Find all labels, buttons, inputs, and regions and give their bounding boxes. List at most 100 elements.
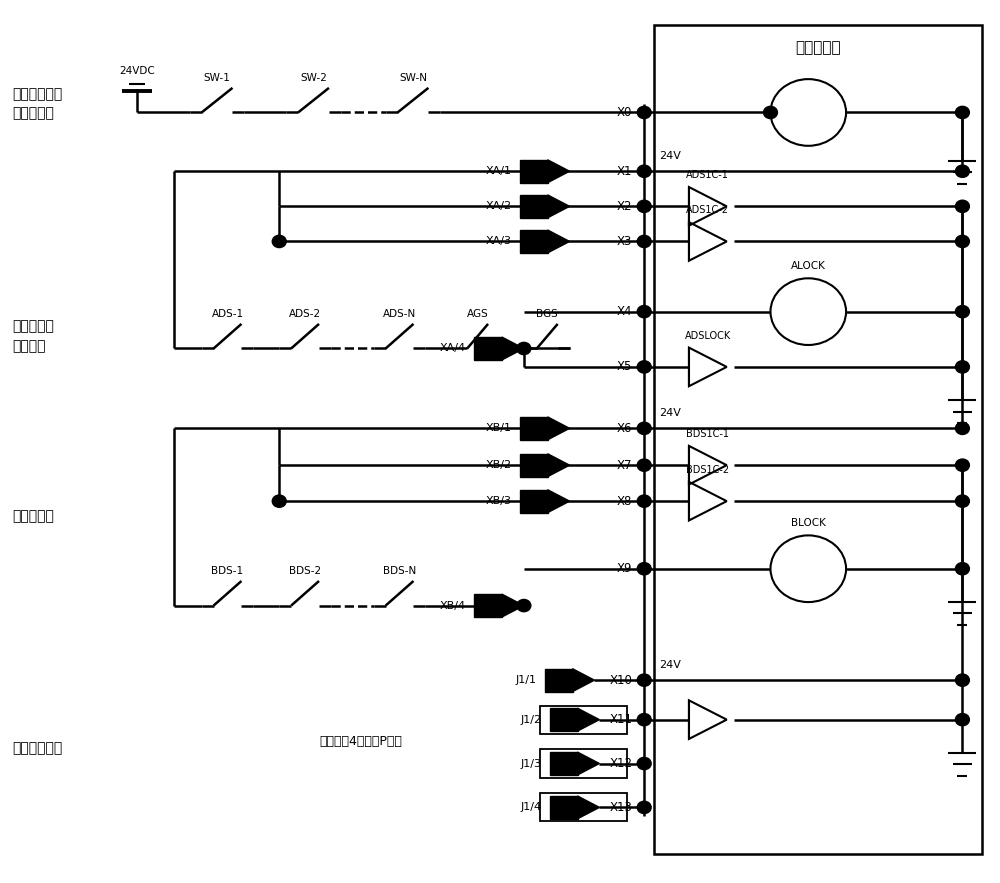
Circle shape [272, 235, 286, 247]
Text: 电梯主控板: 电梯主控板 [795, 41, 841, 56]
Circle shape [955, 422, 969, 434]
Text: X10: X10 [609, 674, 632, 687]
Text: XA/3: XA/3 [486, 237, 512, 246]
Text: ADSLOCK: ADSLOCK [685, 330, 731, 341]
Bar [520, 195, 548, 218]
Text: BGS: BGS [536, 309, 558, 319]
Polygon shape [578, 752, 599, 775]
Text: X9: X9 [617, 562, 632, 575]
Polygon shape [548, 160, 570, 183]
Text: X13: X13 [609, 801, 632, 814]
Text: BDS-N: BDS-N [383, 566, 416, 576]
Circle shape [637, 235, 651, 247]
Text: X8: X8 [617, 494, 632, 508]
Text: XB/1: XB/1 [486, 423, 512, 434]
Text: J1/3: J1/3 [521, 758, 542, 768]
Text: J1/1: J1/1 [516, 675, 537, 685]
Bar [520, 490, 548, 512]
Polygon shape [573, 668, 594, 691]
Bar [550, 708, 578, 731]
Text: ADS1C-2: ADS1C-2 [686, 205, 729, 215]
Bar [654, 25, 982, 854]
Circle shape [637, 674, 651, 686]
Text: XB/2: XB/2 [486, 460, 512, 470]
Circle shape [955, 165, 969, 177]
Text: X0: X0 [617, 106, 632, 119]
Bar [545, 668, 573, 691]
Circle shape [955, 106, 969, 118]
Text: XA/2: XA/2 [486, 201, 512, 211]
Circle shape [637, 495, 651, 508]
Bar [550, 796, 578, 819]
Circle shape [637, 713, 651, 726]
Text: 24VDC: 24VDC [119, 65, 155, 76]
Circle shape [637, 422, 651, 434]
Text: X4: X4 [617, 306, 632, 318]
Circle shape [955, 361, 969, 373]
Circle shape [637, 758, 651, 770]
Text: BLOCK: BLOCK [791, 518, 826, 528]
Text: XA/1: XA/1 [486, 166, 512, 177]
Polygon shape [578, 708, 599, 731]
Text: SW-2: SW-2 [300, 72, 327, 83]
Circle shape [272, 495, 286, 508]
Text: AGS: AGS [467, 309, 489, 319]
Circle shape [637, 801, 651, 813]
Text: SW-N: SW-N [399, 72, 427, 83]
Bar [474, 337, 502, 360]
Bar [540, 706, 627, 734]
Bar [550, 752, 578, 775]
Polygon shape [548, 490, 570, 512]
Text: 24V: 24V [659, 660, 681, 669]
Circle shape [637, 106, 651, 118]
Circle shape [955, 562, 969, 575]
Polygon shape [578, 796, 599, 819]
Text: 插接头（4引脚，P头）: 插接头（4引脚，P头） [319, 735, 402, 748]
Circle shape [637, 459, 651, 472]
Circle shape [955, 200, 969, 213]
Text: XB/4: XB/4 [440, 600, 466, 610]
Text: BDS1C-2: BDS1C-2 [686, 464, 729, 475]
Text: X2: X2 [617, 200, 632, 213]
Text: BDS1C-1: BDS1C-1 [686, 429, 729, 439]
Text: X1: X1 [617, 165, 632, 177]
Text: ADS-N: ADS-N [383, 309, 416, 319]
Text: ADS1C-1: ADS1C-1 [686, 170, 729, 180]
Circle shape [955, 674, 969, 686]
Text: ADS-2: ADS-2 [289, 309, 321, 319]
Bar [540, 793, 627, 821]
Circle shape [764, 106, 777, 118]
Polygon shape [548, 454, 570, 477]
Text: ADS-1: ADS-1 [211, 309, 244, 319]
Circle shape [637, 165, 651, 177]
Bar [520, 230, 548, 253]
Text: J1/2: J1/2 [521, 714, 542, 725]
Text: X12: X12 [609, 757, 632, 770]
Text: X6: X6 [617, 422, 632, 434]
Bar [474, 594, 502, 617]
Text: 24V: 24V [659, 151, 681, 161]
Bar [520, 454, 548, 477]
Circle shape [955, 495, 969, 508]
Text: X11: X11 [609, 713, 632, 726]
Text: 厅门副门锁: 厅门副门锁 [13, 509, 55, 523]
Bar [520, 160, 548, 183]
Circle shape [637, 562, 651, 575]
Text: J1/4: J1/4 [521, 803, 542, 812]
Circle shape [517, 343, 531, 355]
Text: BDS-2: BDS-2 [289, 566, 321, 576]
Circle shape [955, 306, 969, 318]
Text: SW-1: SW-1 [204, 72, 231, 83]
Bar [540, 750, 627, 778]
Text: 厅门主门锁
及轿门锁: 厅门主门锁 及轿门锁 [13, 320, 55, 353]
Text: X5: X5 [617, 360, 632, 374]
Bar [520, 417, 548, 440]
Polygon shape [548, 230, 570, 253]
Text: 井道及轿厢各
类安全触点: 井道及轿厢各 类安全触点 [13, 87, 63, 120]
Text: X3: X3 [617, 235, 632, 248]
Circle shape [637, 361, 651, 373]
Text: XA/4: XA/4 [440, 343, 466, 353]
Text: BDS-1: BDS-1 [211, 566, 244, 576]
Text: XB/3: XB/3 [486, 496, 512, 506]
Circle shape [637, 306, 651, 318]
